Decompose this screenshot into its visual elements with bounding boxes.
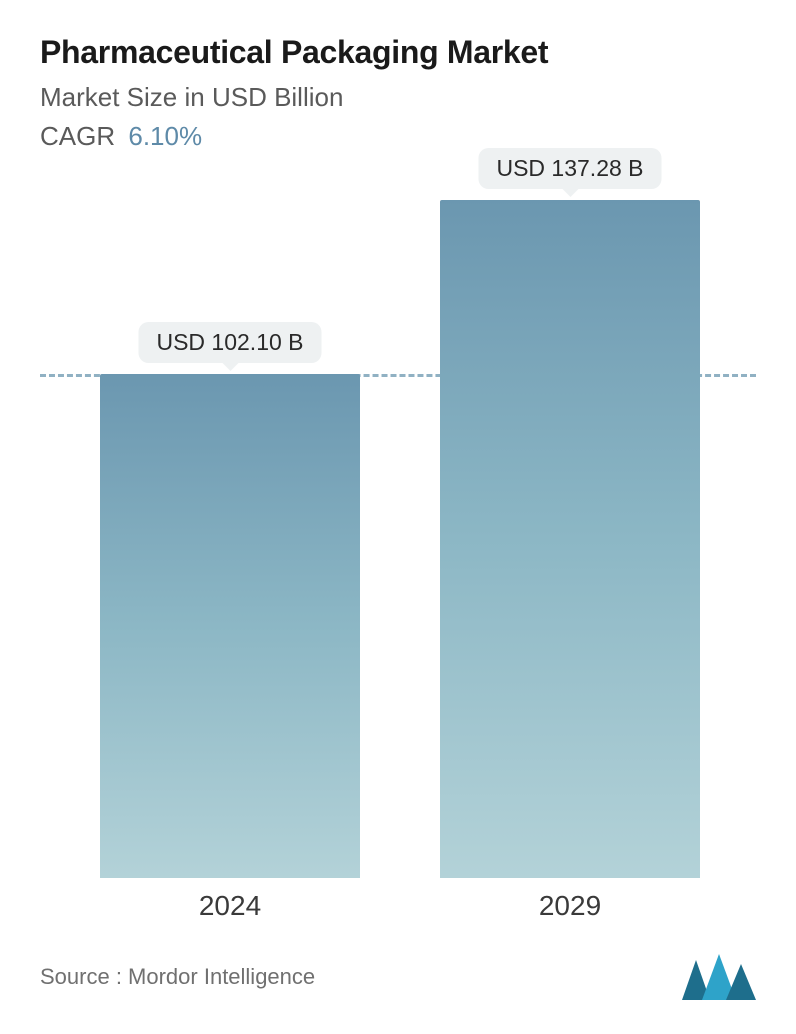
chart-title: Pharmaceutical Packaging Market (40, 32, 756, 72)
chart-area: USD 102.10 B 2024 USD 137.28 B 2029 (0, 200, 796, 924)
value-pill-0: USD 102.10 B (138, 322, 321, 363)
chart-header: Pharmaceutical Packaging Market Market S… (0, 0, 796, 152)
x-label-1: 2029 (539, 890, 601, 922)
bar-0 (100, 374, 360, 878)
x-label-0: 2024 (199, 890, 261, 922)
bar-group-0: USD 102.10 B 2024 (100, 374, 360, 878)
chart-footer: Source : Mordor Intelligence (40, 954, 756, 1000)
chart-plot: USD 102.10 B 2024 USD 137.28 B 2029 (40, 200, 756, 924)
source-text: Source : Mordor Intelligence (40, 964, 315, 990)
bar-1 (440, 200, 700, 878)
cagr-label: CAGR (40, 121, 115, 151)
bar-group-1: USD 137.28 B 2029 (440, 200, 700, 878)
cagr-value: 6.10% (128, 121, 202, 151)
brand-logo-icon (682, 954, 756, 1000)
value-pill-1: USD 137.28 B (478, 148, 661, 189)
chart-subtitle: Market Size in USD Billion (40, 82, 756, 113)
